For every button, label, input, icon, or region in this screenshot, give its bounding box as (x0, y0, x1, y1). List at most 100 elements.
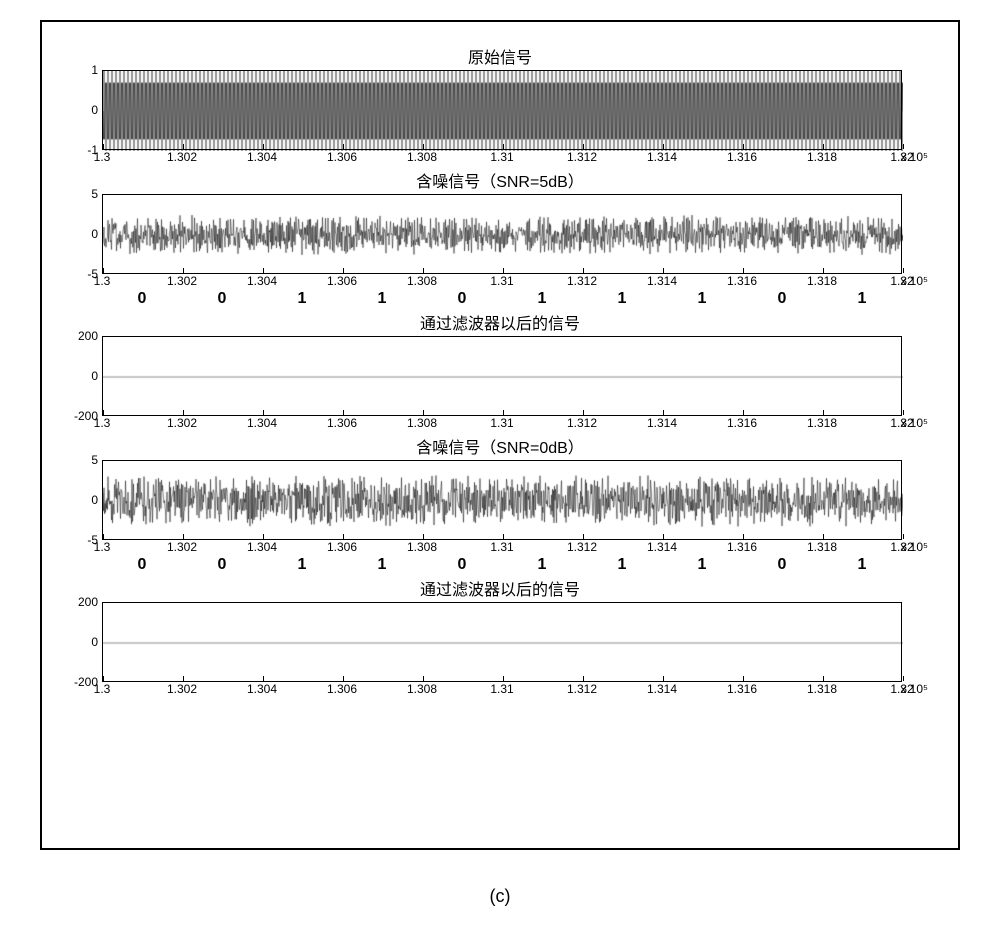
bit-row: 0011011101 (102, 556, 898, 574)
y-label-col: -101 (72, 70, 102, 150)
xtick-label: 1.3 (94, 682, 111, 696)
bit-row: 0011011101 (102, 290, 898, 308)
xtick-label: 1.308 (407, 540, 437, 554)
plot-wrap: -2000200 (72, 336, 928, 416)
ytick-label: 200 (78, 595, 98, 609)
panel-p1: 原始信号-1011.31.3021.3041.3061.3081.311.312… (72, 44, 928, 166)
xtick-label: 1.3 (94, 274, 111, 288)
bit-label: 1 (858, 290, 867, 308)
ytick-label: 0 (91, 103, 98, 117)
xtick-mark (663, 144, 664, 149)
signal-canvas (103, 603, 903, 683)
xtick-label: 1.318 (807, 682, 837, 696)
xtick-label: 1.306 (327, 540, 357, 554)
xtick-label: 1.302 (167, 540, 197, 554)
xtick-label: 1.3 (94, 416, 111, 430)
bit-label: 1 (298, 290, 307, 308)
bit-label: 1 (298, 556, 307, 574)
ytick-label: 0 (91, 635, 98, 649)
bit-label: 0 (778, 556, 787, 574)
xtick-mark (263, 410, 264, 415)
bit-label: 1 (698, 290, 707, 308)
xtick-mark (583, 268, 584, 273)
x-exponent-label: x 10⁵ (900, 150, 928, 164)
xtick-label: 1.318 (807, 540, 837, 554)
xtick-label: 1.316 (727, 682, 757, 696)
xtick-label: 1.312 (567, 150, 597, 164)
xtick-label: 1.304 (247, 682, 277, 696)
xtick-label: 1.31 (490, 416, 513, 430)
bit-label: 0 (218, 556, 227, 574)
xtick-mark (103, 144, 104, 149)
xtick-label: 1.318 (807, 274, 837, 288)
panel-title: 通过滤波器以后的信号 (72, 310, 928, 334)
xtick-mark (663, 676, 664, 681)
x-exponent-label: x 10⁵ (900, 682, 928, 696)
xtick-mark (903, 410, 904, 415)
xtick-label: 1.302 (167, 274, 197, 288)
ytick-label: 0 (91, 369, 98, 383)
plot-wrap: -101 (72, 70, 928, 150)
xtick-label: 1.316 (727, 150, 757, 164)
xtick-mark (103, 534, 104, 539)
y-label-col: -505 (72, 460, 102, 540)
xtick-mark (503, 410, 504, 415)
xtick-mark (423, 268, 424, 273)
plot-box (102, 460, 902, 540)
bit-label: 0 (458, 556, 467, 574)
bit-label: 0 (458, 290, 467, 308)
bit-label: 0 (138, 290, 147, 308)
xtick-row: 1.31.3021.3041.3061.3081.311.3121.3141.3… (102, 682, 898, 698)
xtick-mark (823, 676, 824, 681)
xtick-mark (423, 410, 424, 415)
xtick-mark (743, 144, 744, 149)
xtick-label: 1.312 (567, 416, 597, 430)
xtick-mark (183, 410, 184, 415)
xtick-mark (183, 268, 184, 273)
xtick-mark (423, 144, 424, 149)
plot-wrap: -505 (72, 460, 928, 540)
xtick-mark (503, 144, 504, 149)
xtick-label: 1.304 (247, 540, 277, 554)
signal-canvas (103, 337, 903, 417)
x-exponent-label: x 10⁵ (900, 416, 928, 430)
xtick-mark (343, 534, 344, 539)
bit-label: 0 (218, 290, 227, 308)
xtick-label: 1.312 (567, 274, 597, 288)
xtick-label: 1.308 (407, 682, 437, 696)
xtick-label: 1.31 (490, 150, 513, 164)
figure-caption: (c) (0, 886, 1000, 907)
xtick-label: 1.31 (490, 682, 513, 696)
xtick-label: 1.308 (407, 150, 437, 164)
xtick-label: 1.312 (567, 540, 597, 554)
xtick-row: 1.31.3021.3041.3061.3081.311.3121.3141.3… (102, 540, 898, 556)
bit-label: 1 (618, 290, 627, 308)
xtick-mark (903, 676, 904, 681)
xtick-label: 1.306 (327, 416, 357, 430)
xtick-label: 1.302 (167, 682, 197, 696)
bit-label: 0 (138, 556, 147, 574)
panel-title: 通过滤波器以后的信号 (72, 576, 928, 600)
xtick-mark (263, 144, 264, 149)
xtick-mark (343, 676, 344, 681)
xtick-row: 1.31.3021.3041.3061.3081.311.3121.3141.3… (102, 150, 898, 166)
xtick-mark (503, 534, 504, 539)
xtick-label: 1.31 (490, 540, 513, 554)
panel-p3: 通过滤波器以后的信号-20002001.31.3021.3041.3061.30… (72, 310, 928, 432)
xtick-mark (103, 268, 104, 273)
xtick-mark (263, 534, 264, 539)
panel-title: 含噪信号（SNR=5dB） (72, 168, 928, 192)
xtick-mark (423, 534, 424, 539)
xtick-mark (663, 268, 664, 273)
xtick-mark (743, 268, 744, 273)
y-label-col: -2000200 (72, 602, 102, 682)
xtick-label: 1.316 (727, 274, 757, 288)
bit-label: 1 (698, 556, 707, 574)
xtick-label: 1.304 (247, 416, 277, 430)
plot-box (102, 602, 902, 682)
xtick-label: 1.318 (807, 416, 837, 430)
signal-canvas (103, 195, 903, 275)
xtick-mark (343, 410, 344, 415)
xtick-label: 1.306 (327, 682, 357, 696)
plot-wrap: -2000200 (72, 602, 928, 682)
